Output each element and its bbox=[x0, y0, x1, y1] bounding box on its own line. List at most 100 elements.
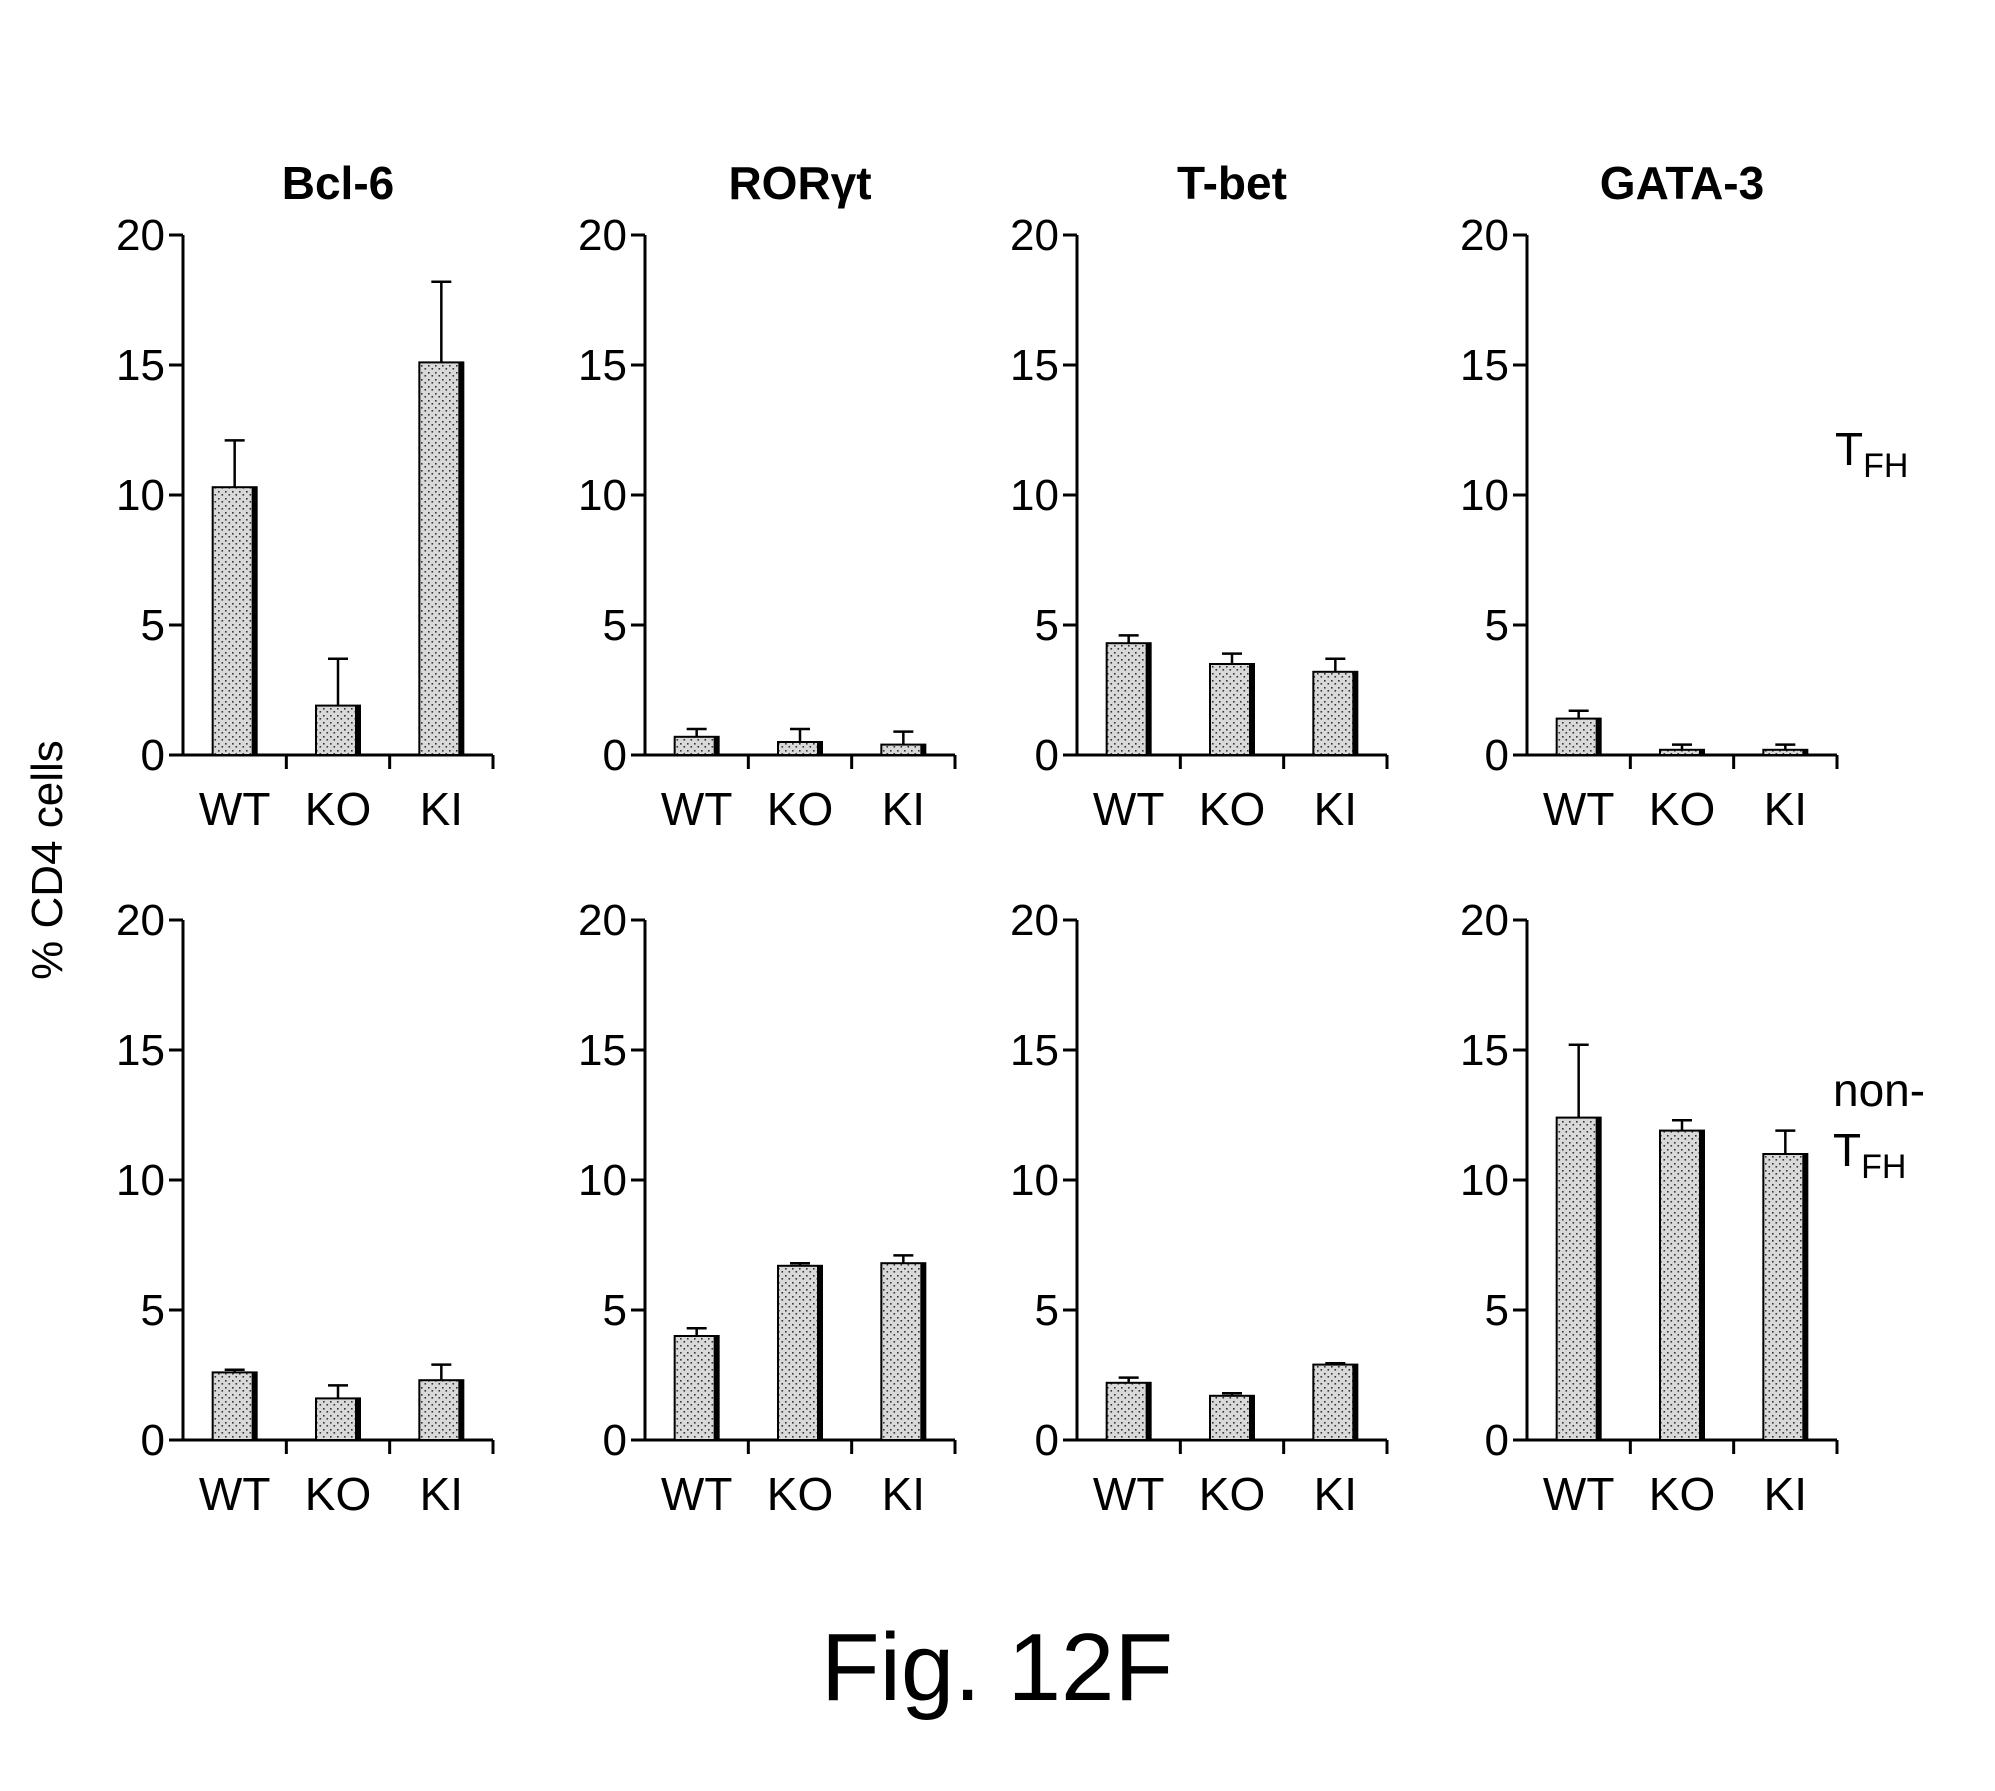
chart-bcl6-tfh-y-tick-label: 20 bbox=[116, 211, 165, 260]
chart-gata3-non-tfh-y-tick-label: 0 bbox=[1485, 1416, 1509, 1465]
chart-tbet-tfh-bar-ko bbox=[1210, 664, 1254, 755]
chart-gata3-tfh: GATA-305101520WTKOKI bbox=[1460, 157, 1837, 835]
chart-bcl6-non-tfh-bar-wt bbox=[213, 1372, 257, 1440]
chart-rorgt-tfh-bar-edge-ki bbox=[920, 745, 925, 755]
chart-tbet-non-tfh-bar-edge-ko bbox=[1249, 1396, 1254, 1440]
chart-tbet-tfh-y-tick-label: 20 bbox=[1010, 211, 1059, 260]
chart-rorgt-non-tfh: 05101520WTKOKI bbox=[578, 896, 955, 1520]
chart-gata3-tfh-category-label-ko: KO bbox=[1649, 783, 1715, 835]
chart-rorgt-non-tfh-bar-ki bbox=[881, 1263, 925, 1440]
chart-rorgt-non-tfh-bar-edge-ki bbox=[920, 1263, 925, 1440]
row-label-non-tfh-sub: FH bbox=[1861, 1148, 1906, 1186]
chart-bcl6-tfh-category-label-ki: KI bbox=[420, 783, 463, 835]
chart-rorgt-non-tfh-y-tick-label: 5 bbox=[603, 1286, 627, 1335]
chart-rorgt-tfh-bar-edge-wt bbox=[714, 737, 719, 755]
chart-tbet-non-tfh-bar-ki bbox=[1313, 1365, 1357, 1440]
chart-gata3-non-tfh-bar-ko bbox=[1660, 1131, 1704, 1440]
chart-rorgt-tfh-category-label-ki: KI bbox=[882, 783, 925, 835]
chart-gata3-non-tfh-bar-ki bbox=[1763, 1154, 1807, 1440]
chart-bcl6-tfh-bar-edge-ki bbox=[458, 362, 463, 755]
chart-gata3-non-tfh-category-label-ko: KO bbox=[1649, 1468, 1715, 1520]
chart-bcl6-tfh-category-label-ko: KO bbox=[305, 783, 371, 835]
chart-rorgt-non-tfh-category-label-wt: WT bbox=[661, 1468, 733, 1520]
chart-rorgt-tfh-y-tick-label: 0 bbox=[603, 731, 627, 780]
chart-gata3-tfh-bar-ko bbox=[1660, 750, 1704, 755]
chart-tbet-tfh-title: T-bet bbox=[1177, 157, 1287, 209]
chart-gata3-tfh-bar-edge-ki bbox=[1802, 750, 1807, 755]
chart-bcl6-tfh: Bcl-605101520WTKOKI bbox=[116, 157, 493, 835]
chart-bcl6-non-tfh: 05101520WTKOKI bbox=[116, 896, 493, 1520]
chart-bcl6-non-tfh-y-tick-label: 10 bbox=[116, 1156, 165, 1205]
chart-bcl6-non-tfh-bar-edge-ko bbox=[355, 1398, 360, 1440]
chart-rorgt-tfh-category-label-wt: WT bbox=[661, 783, 733, 835]
chart-rorgt-non-tfh-y-tick-label: 20 bbox=[578, 896, 627, 945]
chart-tbet-non-tfh-bar-wt bbox=[1107, 1383, 1151, 1440]
chart-rorgt-tfh: RORγt05101520WTKOKI bbox=[578, 157, 955, 835]
chart-gata3-non-tfh-category-label-wt: WT bbox=[1543, 1468, 1615, 1520]
chart-bcl6-non-tfh-category-label-ko: KO bbox=[305, 1468, 371, 1520]
chart-gata3-tfh-y-tick-label: 20 bbox=[1460, 211, 1509, 260]
row-label-non-tfh-main: T bbox=[1833, 1124, 1861, 1176]
chart-bcl6-tfh-y-tick-label: 10 bbox=[116, 471, 165, 520]
chart-bcl6-non-tfh-bar-edge-ki bbox=[458, 1380, 463, 1440]
chart-bcl6-tfh-bar-edge-ko bbox=[355, 706, 360, 755]
chart-bcl6-tfh-bar-wt bbox=[213, 487, 257, 755]
chart-tbet-non-tfh-category-label-ki: KI bbox=[1314, 1468, 1357, 1520]
chart-rorgt-non-tfh-category-label-ki: KI bbox=[882, 1468, 925, 1520]
chart-bcl6-tfh-bar-ko bbox=[316, 706, 360, 755]
chart-bcl6-tfh-bar-ki bbox=[419, 362, 463, 755]
chart-bcl6-tfh-y-tick-label: 15 bbox=[116, 341, 165, 390]
chart-tbet-non-tfh-y-tick-label: 5 bbox=[1035, 1286, 1059, 1335]
chart-gata3-tfh-y-tick-label: 0 bbox=[1485, 731, 1509, 780]
chart-bcl6-non-tfh-y-tick-label: 5 bbox=[141, 1286, 165, 1335]
chart-gata3-tfh-y-tick-label: 10 bbox=[1460, 471, 1509, 520]
chart-bcl6-tfh-title: Bcl-6 bbox=[282, 157, 394, 209]
panels: Bcl-6 0 5 10 15 20 WT KO KI RORγt 0 5 10 15 20 WT KO KI T-… bbox=[116, 157, 1837, 1520]
row-label-tfh-main: T bbox=[1835, 423, 1863, 475]
chart-tbet-non-tfh-bar-edge-wt bbox=[1146, 1383, 1151, 1440]
chart-tbet-non-tfh-y-tick-label: 20 bbox=[1010, 896, 1059, 945]
chart-bcl6-non-tfh-bar-ki bbox=[419, 1380, 463, 1440]
chart-rorgt-non-tfh-bar-edge-wt bbox=[714, 1336, 719, 1440]
chart-rorgt-non-tfh-bar-ko bbox=[778, 1266, 822, 1440]
chart-tbet-non-tfh-y-tick-label: 15 bbox=[1010, 1026, 1059, 1075]
chart-rorgt-non-tfh-y-tick-label: 10 bbox=[578, 1156, 627, 1205]
chart-gata3-non-tfh-y-tick-label: 5 bbox=[1485, 1286, 1509, 1335]
chart-rorgt-tfh-bar-ki bbox=[881, 745, 925, 755]
chart-tbet-non-tfh-category-label-wt: WT bbox=[1093, 1468, 1165, 1520]
chart-gata3-non-tfh-bar-edge-wt bbox=[1596, 1118, 1601, 1440]
figure-label: Fig. 12F bbox=[821, 1614, 1173, 1721]
chart-rorgt-non-tfh-y-tick-label: 15 bbox=[578, 1026, 627, 1075]
chart-gata3-non-tfh-category-label-ki: KI bbox=[1764, 1468, 1807, 1520]
chart-gata3-tfh-y-tick-label: 15 bbox=[1460, 341, 1509, 390]
chart-gata3-non-tfh: 05101520WTKOKI bbox=[1460, 896, 1837, 1520]
row-label-non-tfh-prefix: non- bbox=[1833, 1064, 1925, 1116]
chart-gata3-non-tfh-y-tick-label: 10 bbox=[1460, 1156, 1509, 1205]
chart-tbet-non-tfh-category-label-ko: KO bbox=[1199, 1468, 1265, 1520]
chart-gata3-non-tfh-bar-wt bbox=[1557, 1118, 1601, 1440]
chart-tbet-tfh-bar-wt bbox=[1107, 643, 1151, 755]
chart-rorgt-tfh-y-tick-label: 5 bbox=[603, 601, 627, 650]
chart-rorgt-tfh-y-tick-label: 10 bbox=[578, 471, 627, 520]
chart-gata3-tfh-title: GATA-3 bbox=[1600, 157, 1764, 209]
chart-bcl6-tfh-bar-edge-wt bbox=[252, 487, 257, 755]
row-label-tfh: TFH bbox=[1835, 423, 1908, 485]
chart-bcl6-non-tfh-y-tick-label: 0 bbox=[141, 1416, 165, 1465]
chart-rorgt-tfh-category-label-ko: KO bbox=[767, 783, 833, 835]
chart-rorgt-non-tfh-bar-edge-ko bbox=[817, 1266, 822, 1440]
chart-gata3-non-tfh-bar-edge-ko bbox=[1699, 1131, 1704, 1440]
chart-tbet-tfh-y-tick-label: 10 bbox=[1010, 471, 1059, 520]
chart-rorgt-tfh-title: RORγt bbox=[728, 157, 871, 209]
chart-gata3-tfh-bar-ki bbox=[1763, 750, 1807, 755]
chart-gata3-non-tfh-y-tick-label: 20 bbox=[1460, 896, 1509, 945]
chart-tbet-tfh-bar-ki bbox=[1313, 672, 1357, 755]
chart-tbet-tfh-bar-edge-wt bbox=[1146, 643, 1151, 755]
chart-bcl6-tfh-category-label-wt: WT bbox=[199, 783, 271, 835]
chart-rorgt-tfh-bar-wt bbox=[675, 737, 719, 755]
chart-rorgt-tfh-y-tick-label: 15 bbox=[578, 341, 627, 390]
chart-tbet-non-tfh-y-tick-label: 10 bbox=[1010, 1156, 1059, 1205]
row-label-non-tfh: TFH bbox=[1833, 1124, 1906, 1186]
chart-tbet-tfh-y-tick-label: 0 bbox=[1035, 731, 1059, 780]
chart-gata3-tfh-category-label-wt: WT bbox=[1543, 783, 1615, 835]
